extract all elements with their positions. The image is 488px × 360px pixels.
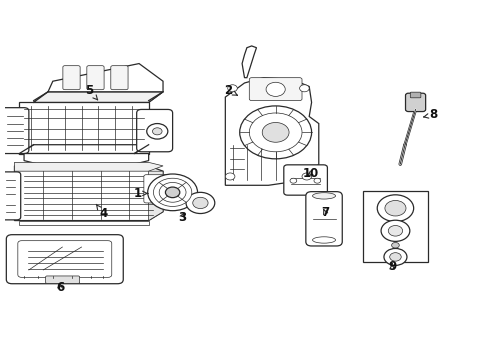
- FancyBboxPatch shape: [283, 165, 327, 195]
- Bar: [363, 191, 427, 262]
- Polygon shape: [242, 46, 256, 78]
- Circle shape: [152, 128, 162, 135]
- Circle shape: [387, 225, 402, 236]
- Circle shape: [383, 248, 406, 265]
- Text: 2: 2: [223, 84, 237, 96]
- Circle shape: [249, 113, 302, 152]
- Polygon shape: [48, 64, 163, 92]
- FancyBboxPatch shape: [143, 175, 167, 203]
- Circle shape: [147, 174, 197, 211]
- Circle shape: [185, 192, 214, 213]
- Text: 4: 4: [96, 204, 107, 220]
- Text: 1: 1: [134, 187, 147, 200]
- FancyBboxPatch shape: [409, 92, 420, 98]
- Circle shape: [192, 197, 208, 208]
- Polygon shape: [148, 171, 163, 221]
- Polygon shape: [225, 78, 318, 185]
- Text: 9: 9: [387, 260, 395, 273]
- Ellipse shape: [312, 193, 335, 199]
- FancyBboxPatch shape: [0, 108, 29, 154]
- Text: 7: 7: [320, 206, 328, 219]
- Circle shape: [391, 248, 399, 254]
- Circle shape: [389, 253, 400, 261]
- Polygon shape: [24, 154, 148, 164]
- FancyBboxPatch shape: [136, 109, 172, 152]
- Circle shape: [165, 187, 180, 198]
- Text: 5: 5: [84, 84, 98, 100]
- Circle shape: [380, 220, 409, 242]
- Polygon shape: [19, 145, 148, 154]
- Circle shape: [227, 85, 237, 92]
- Circle shape: [265, 82, 285, 96]
- Circle shape: [159, 183, 185, 202]
- Circle shape: [391, 242, 399, 248]
- Text: 10: 10: [302, 167, 318, 180]
- FancyBboxPatch shape: [249, 78, 302, 100]
- Text: 6: 6: [56, 281, 64, 294]
- Ellipse shape: [312, 237, 335, 243]
- FancyBboxPatch shape: [1, 172, 20, 220]
- FancyBboxPatch shape: [111, 66, 128, 90]
- Text: 3: 3: [178, 211, 186, 224]
- Circle shape: [239, 106, 311, 159]
- Circle shape: [299, 85, 308, 92]
- Circle shape: [384, 201, 405, 216]
- Polygon shape: [15, 166, 163, 221]
- Polygon shape: [19, 102, 148, 154]
- Circle shape: [302, 173, 311, 180]
- Circle shape: [313, 178, 320, 183]
- Circle shape: [289, 178, 296, 183]
- Text: 8: 8: [423, 108, 437, 121]
- Polygon shape: [19, 221, 148, 225]
- Polygon shape: [34, 92, 163, 102]
- Circle shape: [153, 178, 191, 207]
- Polygon shape: [34, 92, 163, 102]
- FancyBboxPatch shape: [305, 192, 342, 246]
- Circle shape: [146, 123, 167, 139]
- FancyBboxPatch shape: [45, 276, 80, 283]
- FancyBboxPatch shape: [405, 93, 425, 112]
- FancyBboxPatch shape: [18, 241, 112, 277]
- Circle shape: [376, 195, 413, 222]
- Circle shape: [262, 122, 288, 142]
- Polygon shape: [15, 162, 163, 171]
- Circle shape: [225, 173, 234, 180]
- FancyBboxPatch shape: [6, 235, 123, 284]
- FancyBboxPatch shape: [63, 66, 80, 90]
- FancyBboxPatch shape: [87, 66, 104, 90]
